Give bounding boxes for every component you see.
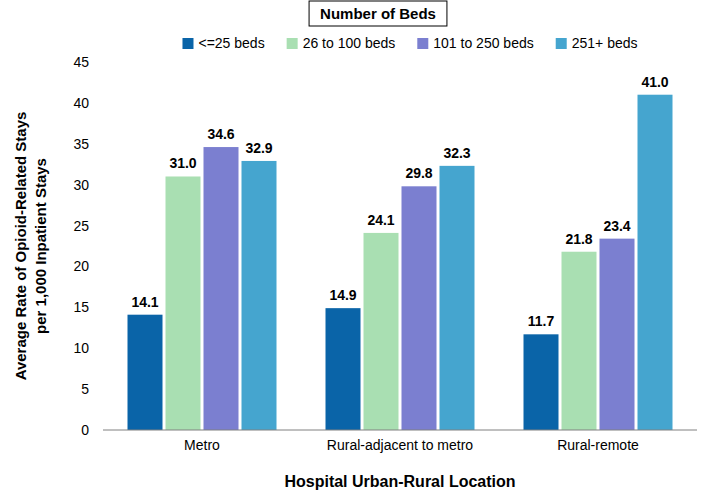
data-label: 32.3 <box>443 145 470 161</box>
y-tick-label: 45 <box>73 54 89 70</box>
x-tick-label: Rural-adjacent to metro <box>327 437 474 453</box>
legend-title-box <box>309 1 447 26</box>
bar <box>638 95 673 430</box>
data-label: 14.1 <box>131 294 158 310</box>
x-axis-label: Hospital Urban-Rural Location <box>284 473 515 490</box>
y-tick-label: 25 <box>73 218 89 234</box>
data-labels: 14.1 14.9 11.7 31.0 24.1 21.8 34.6 29.8 23.4 32.9… <box>131 74 668 330</box>
bars <box>128 95 673 430</box>
bar <box>440 166 475 430</box>
legend-item: 101 to 250 beds <box>417 35 533 51</box>
data-label: 29.8 <box>405 165 432 181</box>
bar <box>600 239 635 430</box>
legend-item: 251+ beds <box>556 35 638 51</box>
data-label: 23.4 <box>603 218 630 234</box>
y-tick-label: 35 <box>73 136 89 152</box>
x-axis-line <box>103 430 697 431</box>
legend-item: 26 to 100 beds <box>287 35 396 51</box>
legend: Number of Beds <=25 beds 26 to 100 beds 101… <box>182 1 637 51</box>
bar <box>326 308 361 430</box>
y-tick-label: 5 <box>81 381 89 397</box>
y-tick-label: 0 <box>81 422 89 438</box>
bar <box>562 252 597 430</box>
legend-label: 101 to 250 beds <box>433 35 533 51</box>
data-label: 14.9 <box>329 287 356 303</box>
legend-swatch <box>287 38 298 49</box>
legend-label: 251+ beds <box>572 35 638 51</box>
bar <box>524 334 559 430</box>
y-axis-label: per 1,000 Inpatient Stays <box>32 158 49 334</box>
chart: 0 5 10 15 20 25 30 35 40 45 14.1 14.9 11.7 31.0 24.1 21… <box>0 0 710 496</box>
data-label: 21.8 <box>565 231 592 247</box>
x-tick-label: Rural-remote <box>557 437 639 453</box>
legend-label: 26 to 100 beds <box>303 35 396 51</box>
y-tick-label: 40 <box>73 95 89 111</box>
legend-title: Number of Beds <box>320 5 436 22</box>
data-label: 32.9 <box>245 140 272 156</box>
bar <box>364 233 399 430</box>
legend-swatch <box>556 38 567 49</box>
legend-label: <=25 beds <box>198 35 264 51</box>
y-tick-label: 10 <box>73 340 89 356</box>
y-tick-label: 15 <box>73 299 89 315</box>
data-label: 11.7 <box>528 313 555 329</box>
bar <box>128 315 163 430</box>
data-label: 41.0 <box>641 74 668 90</box>
bar <box>166 176 201 430</box>
y-tick-label: 30 <box>73 177 89 193</box>
bar <box>402 186 437 430</box>
legend-swatch <box>182 38 193 49</box>
y-axis-label: Average Rate of Opioid-Related Stays <box>12 112 29 381</box>
data-label: 24.1 <box>367 212 394 228</box>
x-tick-label: Metro <box>184 437 220 453</box>
bar <box>242 161 277 430</box>
y-tick-label: 20 <box>73 258 89 274</box>
legend-swatch <box>417 38 428 49</box>
data-label: 34.6 <box>207 126 234 142</box>
legend-item: <=25 beds <box>182 35 264 51</box>
data-label: 31.0 <box>169 155 196 171</box>
bar <box>204 147 239 430</box>
legend-items: <=25 beds 26 to 100 beds 101 to 250 beds 25… <box>182 35 637 51</box>
